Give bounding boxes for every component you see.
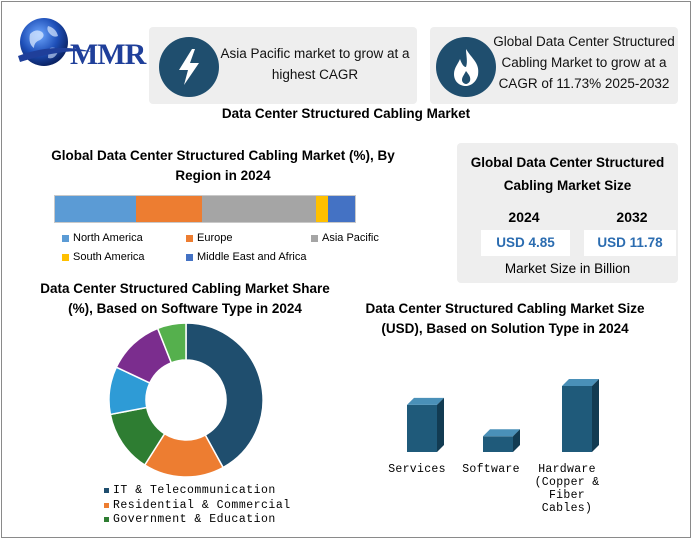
- region-segment-asia-pacific: [202, 196, 316, 222]
- legend-label: Government & Education: [113, 513, 276, 526]
- legend-item-government-and-education: Government & Education: [104, 513, 276, 526]
- legend-item-it-and-telecommunication: IT & Telecommunication: [104, 484, 276, 497]
- legend-label: North America: [73, 232, 143, 244]
- year-2032-label: 2032: [616, 209, 648, 225]
- column-hardware-copper-and-fiber-cables: [562, 379, 599, 452]
- info-box-cagr: Global Data Center Structured Cabling Ma…: [430, 27, 678, 104]
- value-2024: USD 4.85: [481, 230, 570, 256]
- region-chart-title: Global Data Center Structured Cabling Ma…: [51, 148, 395, 183]
- legend-label: Europe: [197, 232, 233, 244]
- legend-item-europe: Europe: [186, 232, 232, 244]
- software-chart-title: Data Center Structured Cabling Market Sh…: [40, 281, 330, 316]
- legend-swatch: [62, 234, 69, 242]
- legend-swatch: [186, 253, 193, 261]
- globe-icon: [18, 18, 94, 66]
- category-label-software: Software: [462, 463, 520, 476]
- column-software: [483, 429, 520, 452]
- flame-icon: [436, 37, 496, 97]
- solution-column-chart: [407, 379, 599, 452]
- info-text-cagr: Global Data Center Structured Cabling Ma…: [493, 34, 675, 91]
- legend-item-south-america: South America: [62, 251, 145, 263]
- donut-slice-it-and-telecommunication: [185, 322, 264, 469]
- solution-chart-title: Data Center Structured Cabling Market Si…: [365, 301, 645, 336]
- legend-label: Middle East and Africa: [197, 251, 307, 263]
- legend-swatch: [104, 502, 109, 508]
- lightning-icon: [159, 37, 219, 97]
- category-label-services: Services: [388, 463, 446, 476]
- region-segment-europe: [136, 196, 202, 222]
- market-size-title: Global Data Center Structured Cabling Ma…: [470, 155, 665, 193]
- info-box-asia-pacific: Asia Pacific market to grow at a highest…: [149, 27, 417, 104]
- info-text-asia-pacific: Asia Pacific market to grow at a highest…: [220, 46, 410, 82]
- legend-label: Asia Pacific: [322, 232, 379, 244]
- legend-swatch: [62, 253, 69, 261]
- software-donut-chart: [108, 322, 264, 478]
- main-title: Data Center Structured Cabling Market: [221, 106, 471, 121]
- legend-swatch: [186, 234, 193, 242]
- legend-item-asia-pacific: Asia Pacific: [311, 232, 379, 244]
- mmr-logo: MMR: [14, 12, 146, 84]
- region-segment-north-america: [55, 196, 136, 222]
- legend-label: IT & Telecommunication: [113, 484, 276, 497]
- market-size-box: Global Data Center Structured Cabling Ma…: [457, 143, 678, 283]
- year-2024-label: 2024: [508, 209, 540, 225]
- region-segment-middle-east-and-africa: [328, 196, 355, 222]
- region-segment-south-america: [316, 196, 328, 222]
- donut-slice-unlabeled-5: [156, 322, 187, 364]
- legend-label: Residential & Commercial: [113, 498, 291, 512]
- legend-swatch: [311, 234, 318, 242]
- region-stacked-bar: [54, 195, 356, 223]
- column-services: [407, 397, 444, 452]
- category-label-hardware-copper-and-fiber-cables: Hardware (Copper & Fiber Cables): [534, 463, 600, 515]
- legend-swatch: [104, 517, 109, 522]
- legend-item-residential-and-commercial: Residential & Commercial: [104, 499, 291, 512]
- legend-item-middle-east-and-africa: Middle East and Africa: [186, 251, 306, 263]
- market-size-note: Market Size in Billion: [504, 261, 631, 276]
- value-2032: USD 11.78: [584, 230, 676, 256]
- logo-text: MMR: [70, 38, 146, 71]
- legend-item-north-america: North America: [62, 232, 143, 244]
- legend-label: South America: [73, 251, 145, 263]
- legend-swatch: [104, 488, 109, 493]
